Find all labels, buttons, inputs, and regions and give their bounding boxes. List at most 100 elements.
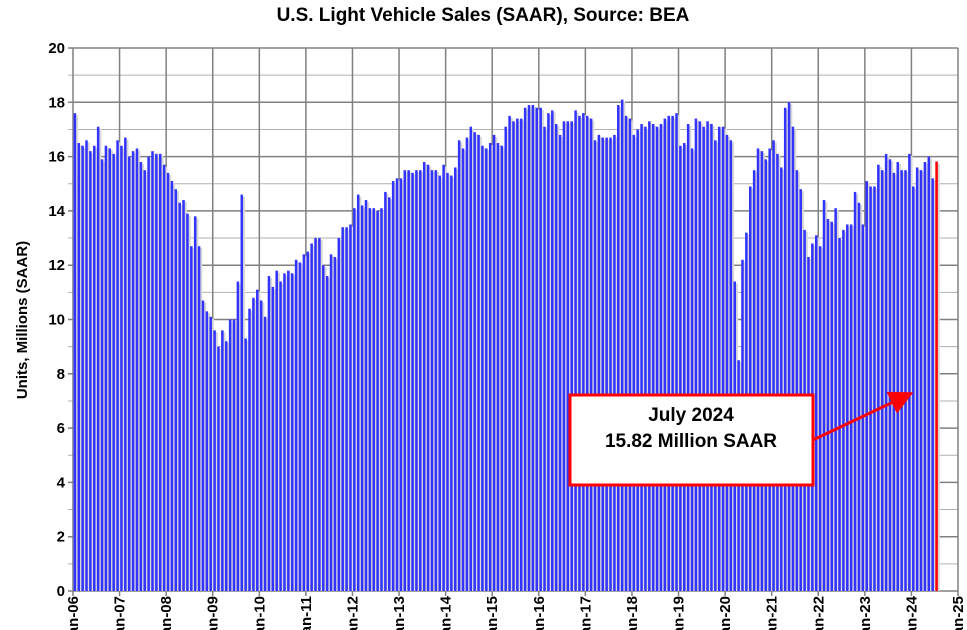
bar-shadow: [405, 172, 409, 592]
bar: [139, 162, 143, 591]
bar-shadow: [646, 128, 649, 592]
bar-shadow: [630, 120, 634, 591]
bar: [205, 311, 209, 591]
bar-shadow: [168, 174, 172, 591]
bar-shadow: [211, 318, 214, 591]
bar-shadow: [599, 136, 603, 591]
bar-shadow: [475, 134, 478, 592]
bar: [570, 121, 573, 592]
bar-shadow: [358, 196, 362, 592]
bar: [473, 132, 476, 592]
bar: [314, 238, 317, 592]
bar: [310, 243, 313, 592]
bar-shadow: [712, 126, 715, 592]
bar: [620, 99, 624, 592]
bar: [919, 170, 923, 592]
bar-shadow: [778, 155, 781, 591]
y-tick-label: 6: [57, 420, 65, 437]
bar: [143, 170, 146, 592]
bar: [900, 170, 903, 592]
bar-shadow: [801, 191, 804, 591]
bar-shadow: [242, 196, 246, 592]
bar: [912, 186, 915, 591]
bar-shadow: [669, 117, 673, 591]
bar: [869, 186, 872, 591]
bar-shadow: [758, 150, 762, 591]
x-tick-label: Jan-23: [857, 596, 874, 630]
bar: [667, 115, 671, 591]
bar-shadow: [327, 278, 331, 591]
bar-shadow: [180, 204, 183, 591]
bar-shadow: [626, 117, 630, 591]
bar: [217, 346, 220, 591]
bar: [500, 145, 504, 592]
bar-latest: [935, 161, 938, 591]
bar-shadow: [518, 120, 521, 591]
bar-shadow: [102, 161, 106, 591]
bar-shadow: [634, 136, 638, 591]
bar-shadow: [549, 115, 552, 591]
bar-shadow: [553, 112, 556, 591]
bar: [415, 170, 418, 592]
bar-shadow: [95, 147, 98, 592]
bar-shadow: [401, 180, 405, 591]
bar-shadow: [657, 128, 661, 592]
bar-shadow: [308, 253, 312, 591]
bar-shadow: [490, 145, 494, 591]
bar: [683, 143, 686, 591]
bar-shadow: [390, 199, 393, 591]
bar-shadow: [234, 321, 238, 591]
bar-shadow: [824, 202, 828, 592]
x-tick-labels: Jan-06 Jan-07 Jan-08 Jan-09 Jan-10 Jan-11 Jan-…: [65, 595, 967, 630]
bar: [605, 137, 608, 591]
bar-shadow: [386, 193, 389, 591]
bar-shadow: [879, 166, 882, 591]
bar: [702, 126, 705, 592]
bar: [826, 219, 830, 592]
bar: [481, 145, 484, 592]
bar-shadow: [459, 142, 463, 591]
bar-shadow: [316, 240, 319, 592]
bar: [209, 316, 212, 591]
bar: [345, 227, 348, 591]
bar-shadow: [514, 123, 517, 592]
bar: [166, 172, 170, 591]
y-tick-label: 14: [48, 203, 65, 220]
bar: [380, 208, 383, 591]
bar: [609, 137, 612, 591]
bar-shadow: [114, 155, 117, 591]
bar: [364, 200, 368, 592]
bar: [873, 186, 876, 591]
bar: [915, 167, 919, 591]
bar-shadow: [665, 120, 669, 591]
bar: [617, 105, 620, 591]
bar: [756, 148, 760, 591]
bar: [504, 126, 507, 592]
bar: [116, 140, 119, 591]
bar-shadow: [917, 169, 921, 591]
bar: [170, 181, 174, 591]
bar-shadow: [564, 123, 568, 592]
bar-shadow: [793, 128, 797, 592]
bar-shadow: [397, 180, 401, 591]
bar: [131, 151, 135, 592]
bar-shadow: [126, 139, 129, 591]
bar-shadow: [863, 226, 867, 591]
bar-shadow: [816, 237, 820, 591]
bar-shadow: [118, 142, 121, 591]
bar: [675, 113, 678, 591]
bar: [834, 208, 837, 591]
bar: [287, 270, 290, 591]
bar-shadow: [195, 218, 199, 591]
bar: [395, 178, 399, 591]
bar: [85, 140, 88, 591]
bar: [446, 172, 449, 591]
bar: [407, 170, 410, 592]
bar-shadow: [98, 128, 102, 592]
bar-shadow: [188, 215, 191, 592]
bar-shadow: [331, 256, 335, 591]
x-tick-label: Jan-20: [717, 596, 734, 630]
bar: [710, 124, 713, 592]
bar-shadow: [374, 210, 378, 591]
bar: [329, 254, 333, 591]
